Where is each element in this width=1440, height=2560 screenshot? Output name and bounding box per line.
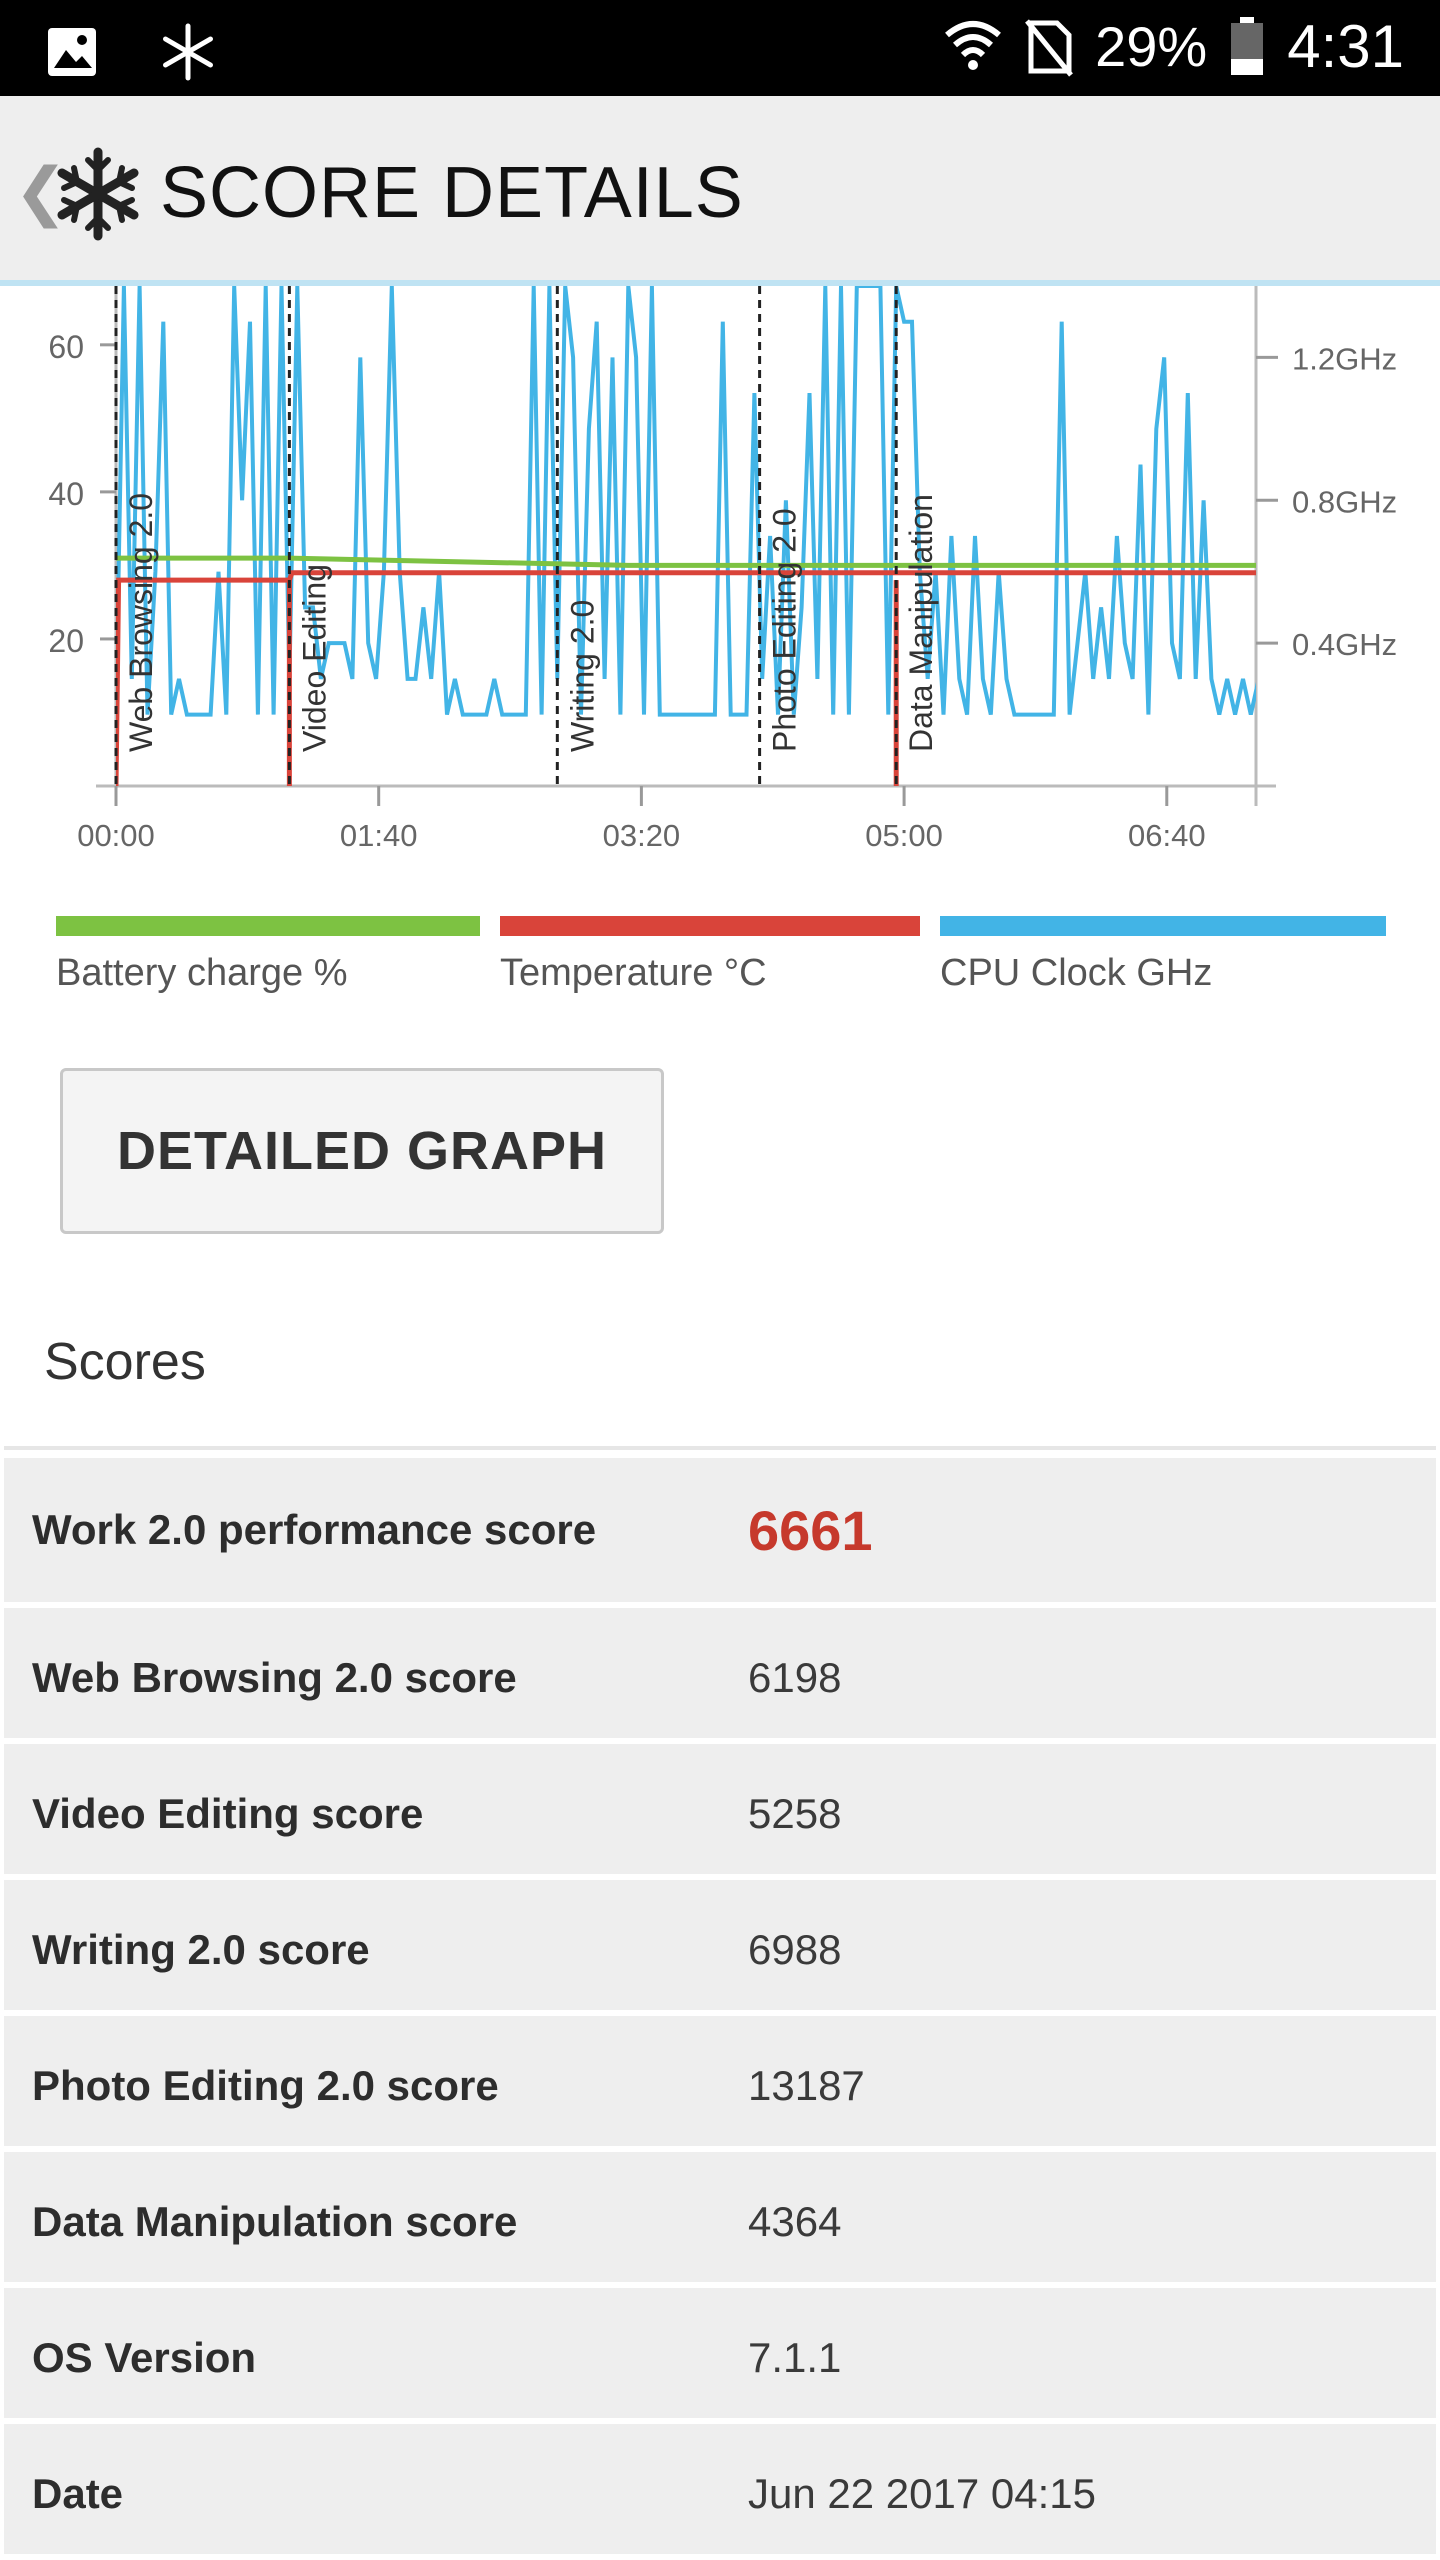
score-value-main: 6661 [748, 1499, 873, 1562]
detailed-graph-button[interactable]: DETAILED GRAPH [60, 1068, 664, 1234]
snowflake-icon [163, 23, 213, 81]
legend-swatch-temperature [500, 916, 920, 936]
series-line-cpu [116, 286, 1256, 717]
score-label: Data Manipulation score [32, 2198, 518, 2245]
score-label: Video Editing score [32, 1790, 424, 1837]
clock: 4:31 [1287, 13, 1404, 80]
series-line-battery [116, 555, 1256, 568]
legend-label-cpu: CPU Clock GHz [940, 952, 1213, 994]
score-label: Photo Editing 2.0 score [32, 2062, 499, 2109]
x-tick-label: 01:40 [340, 818, 418, 853]
score-value: 13187 [748, 2062, 865, 2109]
no-sim-icon [1025, 18, 1074, 77]
score-row-data-manipulation: Data Manipulation score 4364 [4, 2152, 1436, 2288]
chart-svg: 20 40 60 0.4GHz 0.8GHz 1.2GHz 00:00 01:40 03:20 0… [48, 286, 1397, 853]
score-row-writing: Writing 2.0 score 6988 [4, 1880, 1436, 2016]
section-label: Data Manipulation [903, 494, 939, 752]
score-row-video-editing: Video Editing score 5258 [4, 1744, 1436, 1880]
scores-divider [4, 1446, 1436, 1450]
score-value: 6198 [748, 1654, 842, 1701]
left-tick-label: 20 [48, 623, 84, 659]
scores-heading: Scores [44, 1333, 206, 1391]
score-label: Date [32, 2470, 124, 2517]
score-value: 7.1.1 [748, 2334, 842, 2381]
series-line-temperature [116, 570, 1256, 786]
score-row-work: Work 2.0 performance score 6661 [4, 1458, 1436, 1608]
snowflake-logo-icon[interactable] [50, 146, 146, 242]
section-label: Video Editing [296, 564, 332, 752]
score-label: Web Browsing 2.0 score [32, 1654, 517, 1701]
battery-percent: 29% [1095, 15, 1208, 78]
right-tick-label: 0.8GHz [1292, 484, 1397, 519]
legend-item-cpu: CPU Clock GHz [940, 916, 1386, 995]
legend-swatch-cpu [940, 916, 1386, 936]
section-label: Photo Editing 2.0 [767, 508, 803, 752]
right-tick-label: 0.4GHz [1292, 627, 1397, 662]
plot-area [116, 286, 1256, 786]
score-row-photo-editing: Photo Editing 2.0 score 13187 [4, 2016, 1436, 2152]
score-label: Writing 2.0 score [32, 1926, 370, 1973]
app-bar: ❮ SCORE DETAILS [0, 96, 1440, 286]
legend-item-temperature: Temperature °C [500, 916, 920, 995]
x-tick-label: 05:00 [865, 818, 943, 853]
score-value: 4364 [748, 2198, 842, 2245]
x-tick-label: 03:20 [603, 818, 681, 853]
right-tick-label: 1.2GHz [1292, 341, 1397, 376]
section-label: Web Browsing 2.0 [123, 493, 159, 752]
score-row-web-browsing: Web Browsing 2.0 score 6198 [4, 1608, 1436, 1744]
score-label: OS Version [32, 2334, 257, 2381]
performance-chart: 20 40 60 0.4GHz 0.8GHz 1.2GHz 00:00 01:40 03:20 0… [0, 286, 1440, 866]
section-label: Writing 2.0 [564, 600, 600, 752]
scores-table: Work 2.0 performance score 6661 Web Brow… [4, 1458, 1436, 2560]
left-tick-label: 60 [48, 329, 84, 365]
score-label: Work 2.0 performance score [32, 1506, 597, 1553]
legend-item-battery: Battery charge % [56, 916, 480, 995]
score-value: 5258 [748, 1790, 842, 1837]
score-value: Jun 22 2017 04:15 [748, 2470, 1096, 2517]
page-title: SCORE DETAILS [160, 153, 744, 233]
legend-label-temperature: Temperature °C [500, 952, 767, 994]
wifi-icon [945, 20, 1002, 70]
image-icon [48, 28, 96, 76]
chart-legend: Battery charge % Temperature °C CPU Cloc… [56, 916, 1386, 994]
score-row-date: Date Jun 22 2017 04:15 [4, 2424, 1436, 2560]
battery-icon [1231, 16, 1264, 75]
legend-label-battery: Battery charge % [56, 952, 348, 994]
x-tick-label: 00:00 [77, 818, 155, 853]
score-value: 6988 [748, 1926, 842, 1973]
score-row-os-version: OS Version 7.1.1 [4, 2288, 1436, 2424]
x-tick-label: 06:40 [1128, 818, 1206, 853]
left-tick-label: 40 [48, 476, 84, 512]
legend-swatch-battery [56, 916, 480, 936]
status-bar: 29% 4:31 [0, 0, 1440, 96]
